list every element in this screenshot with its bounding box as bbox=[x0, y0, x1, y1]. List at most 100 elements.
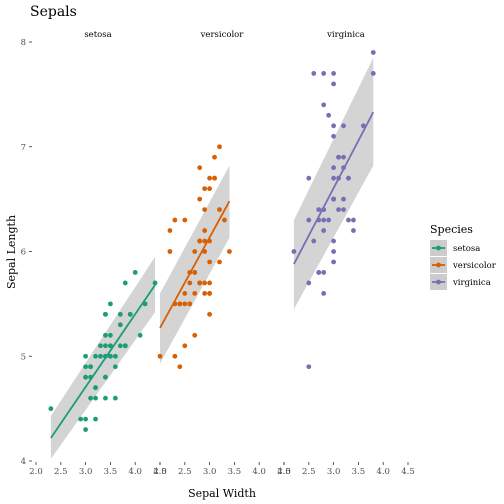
point-virginica-20 bbox=[341, 154, 346, 160]
point-virginica-10 bbox=[341, 196, 346, 202]
point-setosa-6 bbox=[103, 395, 108, 401]
point-virginica-18 bbox=[311, 71, 317, 76]
point-setosa-21 bbox=[117, 343, 123, 349]
point-virginica-33 bbox=[321, 217, 327, 223]
point-versicolor-12 bbox=[167, 249, 173, 254]
point-virginica-15 bbox=[341, 207, 346, 213]
point-setosa-46 bbox=[122, 343, 128, 349]
x-tick-label-virginica-2: 3.0 bbox=[327, 467, 341, 477]
point-virginica-36 bbox=[351, 217, 356, 223]
facet-panel-versicolor: versicolor 2.0 2.5 3.0 3.5 4.0 4.5 bbox=[153, 30, 291, 477]
point-versicolor-31 bbox=[177, 301, 183, 307]
strip-label-setosa: setosa bbox=[84, 30, 111, 40]
point-setosa-47 bbox=[93, 395, 98, 401]
point-virginica-3 bbox=[326, 217, 332, 223]
x-tick-label-versicolor-0: 2.0 bbox=[153, 467, 167, 477]
point-versicolor-48 bbox=[182, 343, 188, 349]
point-setosa-38 bbox=[83, 416, 88, 422]
x-tick-label-setosa-1: 2.5 bbox=[54, 467, 68, 477]
legend-point-versicolor bbox=[436, 262, 441, 268]
point-versicolor-13 bbox=[202, 238, 208, 244]
point-versicolor-11 bbox=[207, 259, 213, 265]
point-setosa-32 bbox=[137, 332, 143, 338]
point-virginica-29 bbox=[331, 123, 336, 129]
point-versicolor-7 bbox=[177, 364, 183, 370]
y-axis: 4 5 6 7 8 bbox=[21, 38, 32, 467]
point-virginica-2 bbox=[331, 133, 336, 139]
point-versicolor-36 bbox=[212, 175, 217, 181]
x-tick-label-setosa-3: 3.5 bbox=[104, 467, 118, 477]
point-versicolor-40 bbox=[187, 301, 193, 307]
point-virginica-47 bbox=[331, 196, 336, 202]
point-virginica-21 bbox=[321, 291, 327, 296]
confidence-band-setosa bbox=[50, 256, 156, 459]
point-versicolor-1 bbox=[217, 207, 222, 213]
legend: Species setosa versicolor virginica bbox=[430, 223, 497, 290]
point-versicolor-8 bbox=[202, 186, 208, 192]
point-virginica-19 bbox=[291, 249, 297, 254]
point-versicolor-32 bbox=[192, 270, 198, 275]
point-setosa-29 bbox=[93, 385, 98, 391]
facet-panel-virginica: virginica 2.0 2.5 3.0 3.5 4.0 4.5 bbox=[277, 30, 415, 477]
legend-point-virginica bbox=[436, 279, 441, 285]
point-versicolor-37 bbox=[172, 217, 178, 223]
point-versicolor-20 bbox=[217, 259, 222, 265]
point-virginica-14 bbox=[321, 270, 327, 275]
point-virginica-12 bbox=[331, 165, 336, 171]
point-setosa-13 bbox=[83, 427, 88, 432]
point-virginica-27 bbox=[331, 238, 336, 244]
point-setosa-37 bbox=[112, 364, 118, 370]
x-tick-label-versicolor-4: 4.0 bbox=[252, 467, 266, 477]
point-virginica-46 bbox=[306, 217, 312, 223]
point-versicolor-2 bbox=[212, 154, 217, 160]
point-setosa-36 bbox=[108, 301, 113, 307]
point-versicolor-45 bbox=[207, 280, 213, 286]
point-versicolor-34 bbox=[207, 311, 213, 317]
point-setosa-10 bbox=[117, 311, 123, 317]
point-setosa-25 bbox=[83, 353, 88, 359]
point-setosa-4 bbox=[112, 353, 118, 359]
point-virginica-41 bbox=[336, 154, 341, 160]
point-versicolor-27 bbox=[207, 175, 213, 181]
point-virginica-45 bbox=[331, 175, 336, 181]
point-versicolor-6 bbox=[222, 217, 227, 223]
x-tick-label-virginica-0: 2.0 bbox=[277, 467, 291, 477]
point-virginica-8 bbox=[306, 175, 312, 181]
point-versicolor-22 bbox=[182, 217, 188, 223]
point-setosa-49 bbox=[98, 353, 103, 359]
y-tick-label-4: 8 bbox=[21, 38, 26, 48]
point-virginica-49 bbox=[331, 259, 336, 265]
y-axis-title: Sepal Length bbox=[5, 215, 18, 289]
point-setosa-31 bbox=[103, 311, 108, 317]
regression-line-virginica bbox=[293, 111, 375, 265]
point-versicolor-49 bbox=[197, 280, 203, 286]
x-tick-label-setosa-5: 4.5 bbox=[153, 467, 167, 477]
confidence-band-virginica bbox=[293, 57, 374, 310]
y-tick-label-0: 4 bbox=[21, 457, 26, 467]
x-tick-label-versicolor-5: 4.5 bbox=[277, 467, 291, 477]
point-virginica-17 bbox=[370, 71, 376, 76]
legend-label-versicolor: versicolor bbox=[452, 261, 497, 271]
point-versicolor-43 bbox=[172, 353, 178, 359]
point-setosa-28 bbox=[103, 332, 108, 338]
point-setosa-41 bbox=[48, 406, 54, 412]
regression-line-setosa bbox=[50, 284, 156, 439]
x-tick-label-versicolor-1: 2.5 bbox=[178, 467, 192, 477]
point-setosa-16 bbox=[127, 311, 133, 317]
legend-point-setosa bbox=[436, 245, 441, 251]
point-virginica-6 bbox=[306, 364, 312, 370]
x-tick-label-setosa-0: 2.0 bbox=[29, 467, 43, 477]
point-setosa-45 bbox=[83, 374, 88, 380]
strip-label-virginica: virginica bbox=[326, 30, 365, 40]
point-virginica-44 bbox=[346, 175, 351, 181]
point-versicolor-25 bbox=[207, 186, 213, 192]
point-versicolor-44 bbox=[192, 291, 198, 296]
point-versicolor-39 bbox=[182, 301, 188, 307]
x-tick-label-setosa-4: 4.0 bbox=[128, 467, 142, 477]
point-versicolor-10 bbox=[157, 353, 163, 359]
point-versicolor-4 bbox=[197, 196, 203, 202]
point-virginica-25 bbox=[341, 123, 346, 129]
point-versicolor-19 bbox=[182, 291, 188, 296]
point-virginica-22 bbox=[321, 71, 327, 76]
point-versicolor-23 bbox=[197, 238, 203, 244]
